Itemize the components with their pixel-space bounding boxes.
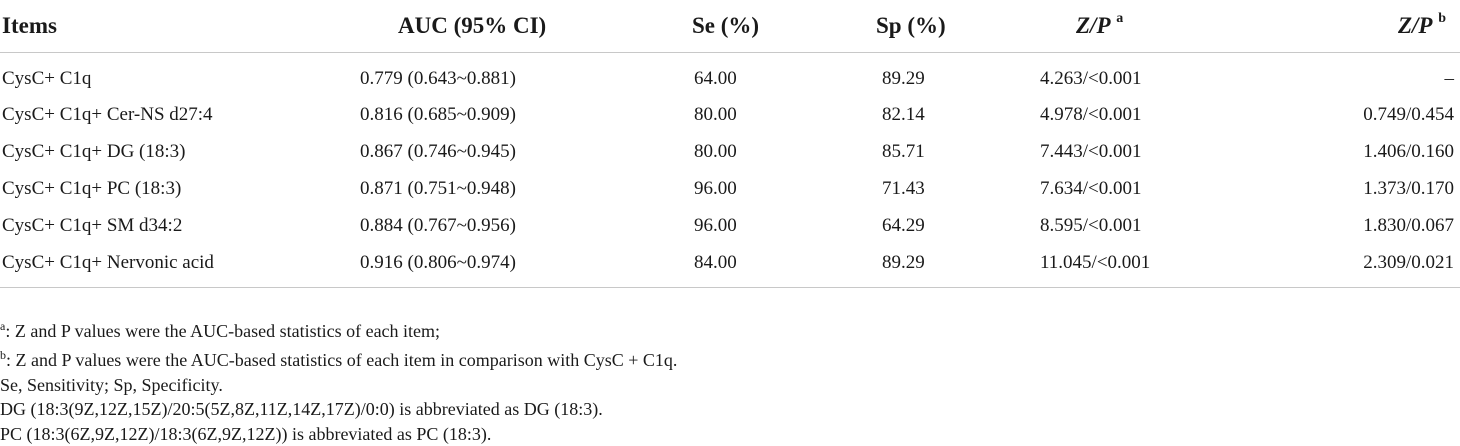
cell-zp-b: 1.373/0.170 [1363,177,1454,199]
cell-se: 80.00 [694,104,737,126]
footnote-pc: PC (18:3(6Z,9Z,12Z)/18:3(6Z,9Z,12Z)) is … [0,423,492,444]
footnote-mark-a: a [1116,11,1124,27]
footnote-abbreviations: Se, Sensitivity; Sp, Specificity. [0,374,223,395]
cell-zp-a: 4.978/<0.001 [1040,104,1142,126]
footnote-a-mark: a [0,319,6,333]
cell-auc: 0.884 (0.767~0.956) [360,214,516,236]
cell-sp: 89.29 [882,68,925,89]
cell-item: CysC+ C1q+ DG (18:3) [2,141,186,163]
header-items: Items [0,0,360,53]
footnote-mark-b: b [1438,11,1446,27]
cell-item: CysC+ C1q+ PC (18:3) [2,177,182,199]
cell-zp-a: 7.634/<0.001 [1040,177,1142,199]
cell-zp-a: 11.045/<0.001 [1040,244,1280,288]
table-row: CysC+ C1q+ Cer-NS d27:4 0.816 (0.685~0.90… [0,97,1460,134]
cell-zp-a: 4.263/<0.001 [1040,68,1142,89]
cell-item: CysC+ C1q+ Cer-NS d27:4 [2,104,213,126]
footnote-b-mark: b [0,348,6,363]
table-header: Items AUC (95% CI) Se (%) Sp (%) Z/P a Z… [0,0,1460,53]
table-footnotes: a: Z and P values were the AUC-based sta… [0,314,1460,446]
cell-se: 80.00 [694,141,737,163]
footnote-a-text: : Z and P values were the AUC-based stat… [5,321,441,341]
header-zp-a: Z/P a [1040,0,1280,53]
header-sp: Sp (%) [840,0,1040,53]
cell-item: CysC+ C1q+ SM d34:2 [2,214,183,236]
table-row: CysC+ C1q+ DG (18:3) 0.867 (0.746~0.945) 8… [0,134,1460,171]
cell-sp: 71.43 [882,177,925,199]
cell-auc: 0.816 (0.685~0.909) [360,104,516,126]
cell-zp-b: 1.406/0.160 [1363,141,1454,163]
cell-sp: 89.29 [840,244,1040,288]
cell-zp-a: 8.595/<0.001 [1040,214,1142,236]
results-table: Items AUC (95% CI) Se (%) Sp (%) Z/P a Z… [0,0,1460,288]
header-zp-a-label: Z/P [1076,13,1111,38]
cell-sp: 82.14 [882,104,925,126]
header-se: Se (%) [660,0,840,53]
cell-auc: 0.867 (0.746~0.945) [360,141,516,163]
cell-sp: 85.71 [882,141,925,163]
table-row: CysC+ C1q 0.779 (0.643~0.881) 64.00 89.29 4.… [0,53,1460,98]
cell-item: CysC+ C1q [2,68,92,89]
cell-se: 64.00 [694,68,737,89]
cell-zp-b: 0.749/0.454 [1363,104,1454,126]
cell-zp-b: 1.830/0.067 [1363,214,1454,236]
cell-item: CysC+ C1q+ Nervonic acid [0,244,360,288]
header-auc: AUC (95% CI) [360,0,660,53]
footnote-b-text: : Z and P values were the AUC-based stat… [6,350,678,371]
cell-auc: 0.871 (0.751~0.948) [360,177,516,199]
cell-zp-a: 7.443/<0.001 [1040,141,1142,163]
header-zp-b-label: Z/P [1397,13,1433,38]
cell-se: 96.00 [694,214,737,236]
footnote-dg: DG (18:3(9Z,12Z,15Z)/20:5(5Z,8Z,11Z,14Z,… [0,399,603,420]
cell-zp-b: 2.309/0.021 [1280,244,1460,288]
cell-zp-b: – [1444,68,1455,89]
footnote-a: a: Z and P values were the AUC-based sta… [0,314,1460,343]
header-zp-b: Z/P b [1280,0,1460,53]
cell-auc: 0.779 (0.643~0.881) [360,68,516,89]
cell-se: 84.00 [660,244,840,288]
cell-sp: 64.29 [882,214,925,236]
table-row: CysC+ C1q+ SM d34:2 0.884 (0.767~0.956) 96… [0,207,1460,244]
table-body: CysC+ C1q 0.779 (0.643~0.881) 64.00 89.29 4.… [0,53,1460,288]
table-row: CysC+ C1q+ Nervonic acid 0.916 (0.806~0.9… [0,244,1460,288]
table-row: CysC+ C1q+ PC (18:3) 0.871 (0.751~0.948) 9… [0,171,1460,208]
cell-se: 96.00 [694,177,737,199]
footnote-b: b: Z and P values were the AUC-based sta… [0,343,1460,372]
cell-auc: 0.916 (0.806~0.974) [360,244,660,288]
